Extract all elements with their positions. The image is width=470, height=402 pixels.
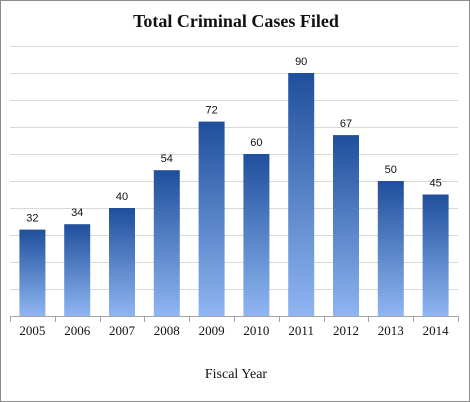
data-label-2009: 72	[205, 105, 217, 117]
data-label-2011: 90	[295, 56, 307, 68]
bar-2008	[153, 170, 180, 316]
data-label-2005: 32	[26, 213, 38, 225]
data-label-2010: 60	[250, 137, 262, 149]
x-tick-label-2005: 2005	[19, 323, 45, 338]
x-tick-label-2009: 2009	[199, 323, 225, 338]
x-tick-label-2010: 2010	[243, 323, 269, 338]
chart-title: Total Criminal Cases Filed	[133, 11, 339, 31]
bar-2010	[243, 154, 270, 316]
bar-2013	[377, 181, 404, 316]
bar-2007	[109, 208, 135, 316]
data-label-2007: 40	[116, 191, 128, 203]
x-tick-label-2006: 2006	[64, 323, 91, 338]
x-axis-label: Fiscal Year	[204, 367, 268, 382]
data-labels: 32 34 40 54 72 60 90 67 50 45	[26, 56, 441, 225]
bars	[19, 73, 449, 316]
data-label-2012: 67	[340, 118, 352, 130]
x-tick-label-2012: 2012	[333, 323, 359, 338]
x-tick-label-2011: 2011	[288, 323, 314, 338]
x-tick-label-2008: 2008	[154, 323, 180, 338]
bar-2006	[64, 224, 91, 316]
bar-2012	[333, 135, 359, 316]
data-label-2008: 54	[161, 153, 173, 165]
bar-2005	[19, 229, 46, 316]
x-tick-label-2014: 2014	[423, 323, 450, 338]
x-tick-label-2007: 2007	[109, 323, 136, 338]
bar-2014	[422, 194, 449, 316]
bar-2011	[288, 73, 315, 316]
x-axis: 2005 2006 2007 2008 2009 2010 2011 2012 2013 2014	[10, 316, 459, 338]
data-label-2013: 50	[385, 164, 397, 176]
x-tick-label-2013: 2013	[378, 323, 404, 338]
bar-2009	[198, 121, 225, 316]
data-label-2014: 45	[429, 178, 441, 190]
data-label-2006: 34	[71, 207, 83, 219]
